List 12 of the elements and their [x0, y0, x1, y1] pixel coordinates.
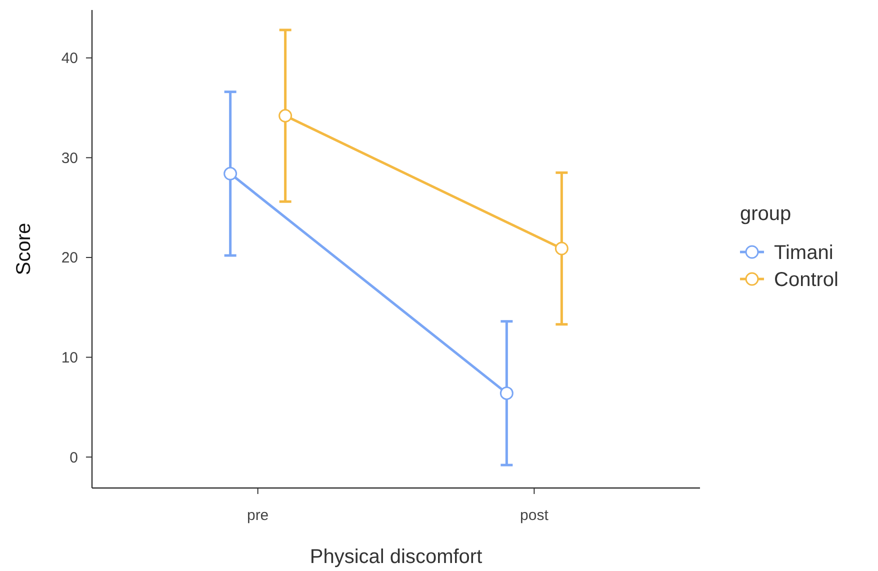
x-tick-label: post	[520, 507, 550, 524]
y-tick-label: 30	[61, 150, 78, 167]
legend-label: Control	[774, 269, 838, 291]
x-axis-title: Physical discomfort	[310, 546, 483, 568]
y-tick-label: 40	[61, 50, 78, 68]
y-tick-label: 20	[61, 250, 78, 267]
x-tick-label: pre	[246, 507, 269, 524]
y-axis-title: Score	[13, 222, 35, 276]
y-tick-label: 0	[70, 449, 78, 466]
y-tick-label: 10	[61, 350, 78, 367]
legend-title: group	[740, 203, 792, 225]
legend-label: Timani	[774, 242, 834, 264]
